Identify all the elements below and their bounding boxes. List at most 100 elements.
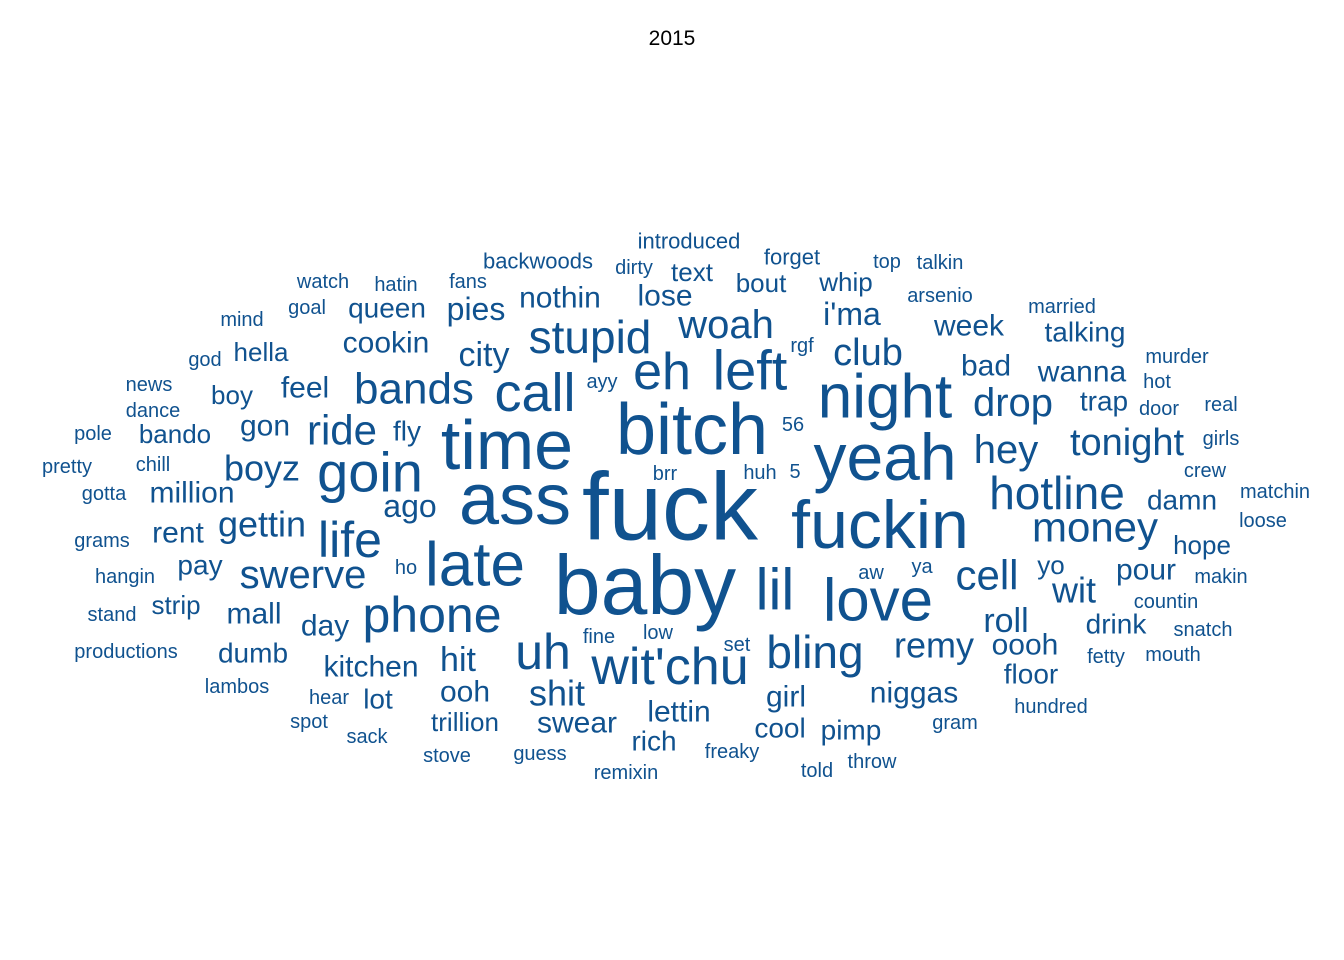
word-boyz: boyz [224,448,300,489]
word-fans: fans [449,271,487,293]
word-money: money [1032,504,1158,551]
word-stupid: stupid [529,311,652,363]
word-told: told [801,760,833,782]
word-bad: bad [961,350,1011,383]
word-ayy: ayy [586,371,617,393]
word-pimp: pimp [821,715,882,746]
word-crew: crew [1184,460,1227,482]
word-fly: fly [393,416,421,447]
word-wit-chu: wit'chu [590,638,748,696]
word-trillion: trillion [431,707,499,737]
word-night: night [818,363,952,432]
word-ooh: ooh [440,676,490,709]
word-uh: uh [515,624,571,680]
word-backwoods: backwoods [483,249,593,274]
word-feel: feel [281,372,329,405]
word-wit: wit [1051,570,1096,611]
word-gettin: gettin [218,504,306,545]
word-whip: whip [818,267,872,297]
word-ride: ride [307,407,377,454]
word-lot: lot [363,684,393,715]
word-love: love [823,567,933,634]
word-real: real [1204,394,1237,416]
word-throw: throw [848,751,897,773]
word-day: day [301,610,349,643]
word-trap: trap [1080,386,1128,417]
word-ago: ago [383,488,436,524]
word-56: 56 [782,414,804,436]
word-talkin: talkin [917,252,964,274]
word-5: 5 [789,461,800,483]
word-drop: drop [973,381,1053,425]
word-pretty: pretty [42,456,92,478]
word-floor: floor [1004,659,1058,690]
word-dirty: dirty [615,257,653,279]
word-low: low [643,622,674,644]
word-damn: damn [1147,485,1217,516]
word-remy: remy [894,625,974,666]
word-hit: hit [440,641,476,679]
chart-title: 2015 [648,27,696,50]
word-hear: hear [309,687,349,709]
word-baby: baby [554,538,736,632]
word-goin: goin [317,441,423,504]
word-rgf: rgf [790,335,814,357]
word-swerve: swerve [240,553,367,597]
word-tonight: tonight [1070,422,1185,464]
word-pole: pole [74,423,112,445]
word-matchin: matchin [1240,481,1310,503]
word-girls: girls [1203,428,1240,450]
word-eh: eh [633,343,691,401]
word-week: week [933,310,1005,343]
word-pour: pour [1116,554,1176,587]
word-brr: brr [653,463,678,485]
word-set: set [724,634,751,656]
word-god: god [188,349,221,371]
word-left: left [713,339,788,402]
word-rich: rich [631,726,676,757]
word-gotta: gotta [82,483,127,505]
word-remixin: remixin [594,762,658,784]
word-spot: spot [290,711,328,733]
word-bands: bands [354,365,474,414]
word-life: life [318,512,382,568]
word-dance: dance [126,400,181,422]
word-mind: mind [220,309,263,331]
word-gon: gon [240,410,290,443]
word-fine: fine [583,626,615,648]
word-cell: cell [955,552,1018,599]
word-guess: guess [513,743,566,765]
word-bitch: bitch [616,390,768,470]
word-shit: shit [529,673,585,714]
word-hella: hella [234,337,289,367]
word-late: late [425,531,525,600]
word-yo: yo [1037,550,1064,580]
word-i-ma: i'ma [823,296,881,332]
word-hangin: hangin [95,566,155,588]
word-bando: bando [139,419,211,449]
word-hundred: hundred [1014,696,1087,718]
word-wanna: wanna [1037,356,1127,389]
word-girl: girl [766,681,806,714]
word-freaky: freaky [705,741,759,763]
word-forget: forget [764,245,820,270]
word-call: call [494,363,575,423]
word-goal: goal [288,297,326,319]
word-snatch: snatch [1174,619,1233,641]
word-lil: lil [756,558,795,623]
word-woah: woah [677,303,774,347]
word-ya: ya [911,556,933,578]
word-boy: boy [211,380,253,410]
word-productions: productions [74,641,177,663]
word-lose: lose [637,280,692,313]
word-ho: ho [395,557,417,579]
word-million: million [149,477,234,510]
word-bling: bling [766,626,863,678]
word-hope: hope [1173,530,1231,560]
word-countin: countin [1134,591,1199,613]
word-oooh: oooh [992,629,1059,662]
word-lettin: lettin [647,696,710,729]
word-hot: hot [1143,371,1171,393]
word-sack: sack [346,726,388,748]
